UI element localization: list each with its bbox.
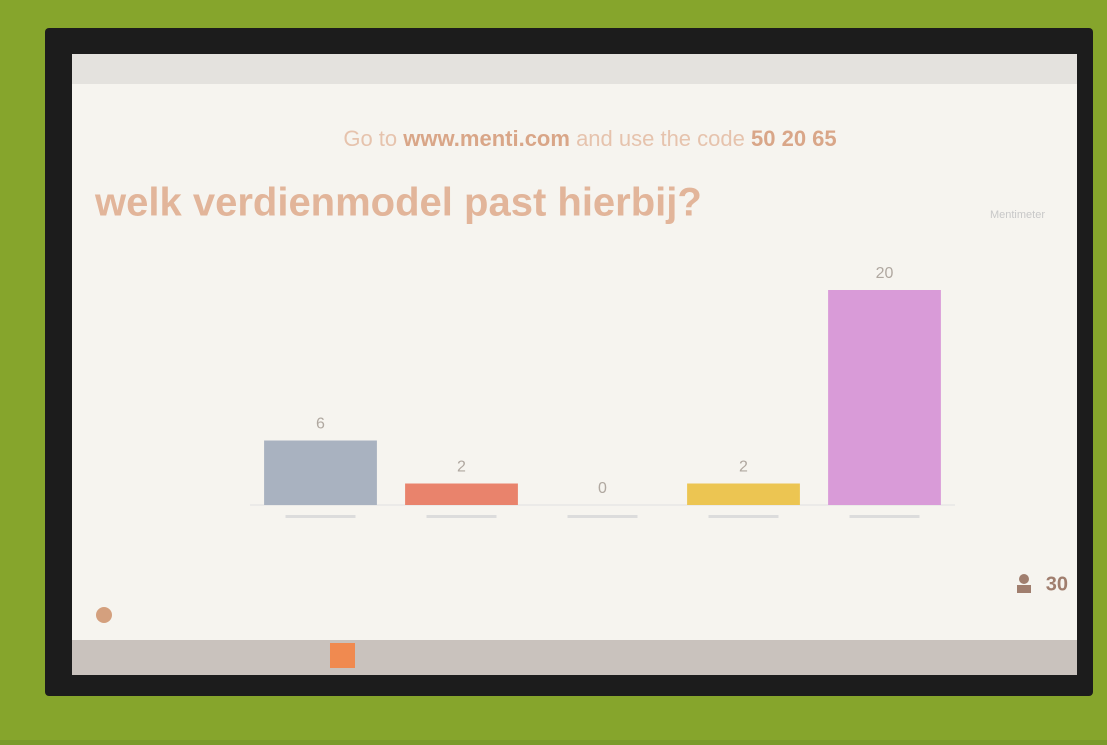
taskbar-icon xyxy=(330,643,355,668)
illegible-label xyxy=(427,515,497,518)
settings-icon[interactable] xyxy=(96,607,112,623)
chart-title: welk verdienmodel past hierbij? xyxy=(94,181,702,225)
page: Go to www.menti.com and use the code 50 … xyxy=(0,0,1107,745)
bar xyxy=(405,484,518,506)
illegible-label xyxy=(850,515,920,518)
instruction: Go to www.menti.com and use the code 50 … xyxy=(343,126,836,151)
instruction-middle: and use the code xyxy=(576,126,745,151)
taskbar xyxy=(72,640,1077,675)
value-label: 20 xyxy=(876,265,894,282)
participants: 30 xyxy=(1046,573,1068,595)
scene: Go to www.menti.com and use the code 50 … xyxy=(0,0,1107,740)
instruction-code: 50 20 65 xyxy=(751,126,837,151)
value-label: 2 xyxy=(739,459,748,476)
browser-bar xyxy=(72,54,1077,84)
bar xyxy=(687,484,800,506)
person-icon xyxy=(1017,585,1031,593)
person-icon xyxy=(1019,574,1029,584)
instruction-prefix: Go to xyxy=(343,126,397,151)
instruction-url: www.menti.com xyxy=(402,126,570,151)
brand: Mentimeter xyxy=(990,209,1045,221)
value-label: 6 xyxy=(316,416,325,433)
bar xyxy=(264,441,377,506)
illegible-label xyxy=(709,515,779,518)
bar xyxy=(828,290,941,505)
illegible-label xyxy=(568,515,638,518)
illegible-label xyxy=(286,515,356,518)
value-label: 0 xyxy=(598,480,607,497)
value-label: 2 xyxy=(457,459,466,476)
